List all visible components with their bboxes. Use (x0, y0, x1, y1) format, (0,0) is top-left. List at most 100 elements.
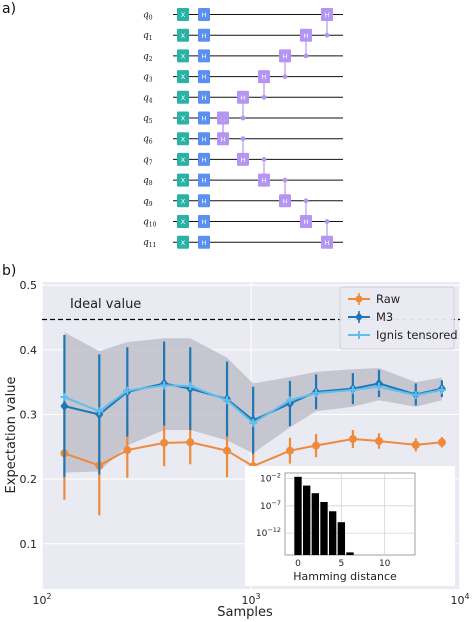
quantum-circuit-diagram: q0 X Hq1 X Hq2 X Hq3 X Hq4 X Hq5 X Hq6 X Hq7 X Hq8 X Hq9 X H… (143, 8, 343, 249)
inset-x-tick-label: 10 (379, 559, 391, 569)
data-point (123, 446, 132, 455)
x-gate-label: X (181, 156, 186, 164)
inset-bar (337, 522, 346, 555)
data-point (186, 438, 195, 447)
h-gate-label: H (202, 197, 207, 205)
y-tick-label: 0.3 (20, 408, 38, 421)
qubit-label-q1: q1 (143, 31, 153, 42)
x-gate (177, 70, 189, 84)
data-point (437, 385, 446, 394)
qubit-label-q6: q6 (143, 135, 153, 146)
controlled-h-label: H (325, 239, 330, 247)
x-tick-label: 104 (450, 592, 469, 607)
data-point (160, 381, 169, 390)
controlled-h-label: H (262, 177, 267, 185)
legend: Raw M3 Ignis tensored (339, 286, 458, 350)
y-tick-label: 0.4 (20, 344, 38, 357)
qubit-label-q2: q2 (143, 52, 153, 63)
controlled-h-label: H (262, 73, 267, 81)
series-ignis-tensored (60, 381, 446, 427)
control-dot (324, 32, 330, 38)
panel-label-b: b) (2, 263, 16, 279)
h-gate (198, 90, 210, 104)
data-point (437, 438, 446, 447)
x-gate-label: X (181, 135, 186, 143)
h-gate-label: H (202, 239, 207, 247)
h-gate (198, 173, 210, 187)
data-point (60, 393, 69, 402)
inset-bar (311, 493, 320, 555)
data-point (411, 391, 420, 400)
x-tick-label: 102 (32, 592, 51, 607)
x-gate (177, 152, 189, 166)
qubit-label-q4: q4 (143, 93, 153, 104)
x-gate-label: X (181, 73, 186, 81)
controlled-h-gate (321, 8, 333, 21)
inset-bar (294, 476, 302, 555)
controlled-h-label: H (283, 197, 288, 205)
x-gate (177, 173, 189, 187)
data-point (312, 441, 321, 450)
h-gate (198, 194, 210, 208)
data-point (285, 446, 294, 455)
data-point (95, 407, 104, 416)
inset-y-tick-label: 10−12 (256, 526, 281, 539)
qubit-label-q10: q10 (143, 218, 157, 229)
h-gate-label: H (202, 53, 207, 61)
x-gate (177, 8, 189, 21)
x-gate-label: X (181, 115, 186, 123)
x-axis-label: Samples (217, 605, 273, 620)
qubit-label-q3: q3 (143, 73, 153, 84)
controlled-h-label: H (304, 218, 309, 226)
h-gate (198, 215, 210, 228)
qubit-label-q0: q0 (143, 11, 153, 22)
controlled-h-gate (237, 152, 249, 166)
inset-y-tick-label: 10−2 (260, 471, 281, 484)
control-dot (261, 94, 267, 100)
legend-label-raw: Raw (376, 292, 400, 306)
control-dot (303, 198, 309, 204)
x-gate-label: X (181, 32, 186, 40)
h-gate-label: H (202, 73, 207, 81)
h-gate-label: H (202, 218, 207, 226)
x-gate-label: X (181, 53, 186, 61)
h-gate (198, 111, 210, 125)
h-gate (198, 8, 210, 21)
y-tick-label: 0.1 (20, 538, 38, 551)
controlled-h-gate (279, 194, 291, 208)
hamming-distance-inset: 0 5 10 10−2 10−7 10−12 Hamming distance (245, 466, 455, 586)
controlled-h-gate (279, 49, 291, 63)
h-gate-label: H (202, 156, 207, 164)
control-dot (324, 219, 330, 224)
legend-marker-m3 (355, 312, 363, 322)
h-gate-label: H (202, 177, 207, 185)
control-dot (240, 136, 246, 142)
x-gate (177, 49, 189, 63)
data-point (374, 382, 383, 391)
controlled-h-gate (217, 132, 229, 146)
x-gate-label: X (181, 177, 186, 185)
legend-label-m3: M3 (376, 310, 393, 324)
h-gate (198, 28, 210, 42)
controlled-h-gate (300, 28, 312, 42)
controlled-h-gate (237, 90, 249, 104)
axis-ticks: 0.1 0.2 0.3 0.4 0.5 102 103 104 (20, 279, 470, 607)
qubit-label-q9: q9 (143, 197, 153, 208)
x-gate (177, 132, 189, 146)
controlled-h-gate (258, 70, 270, 84)
controlled-h-label: H (304, 32, 309, 40)
x-gate (177, 28, 189, 42)
h-gate-label: H (202, 94, 207, 102)
inset-y-tick-label: 10−7 (260, 499, 281, 512)
y-axis-label: Expectation value (4, 377, 19, 494)
data-point (249, 418, 258, 427)
x-gate (177, 111, 189, 125)
x-gate-label: X (181, 218, 186, 226)
control-dot (220, 115, 226, 121)
h-gate (198, 49, 210, 63)
data-point (285, 396, 294, 405)
y-tick-label: 0.2 (20, 473, 38, 486)
inset-bar (302, 485, 311, 555)
controlled-h-label: H (241, 94, 246, 102)
data-point (223, 396, 232, 405)
